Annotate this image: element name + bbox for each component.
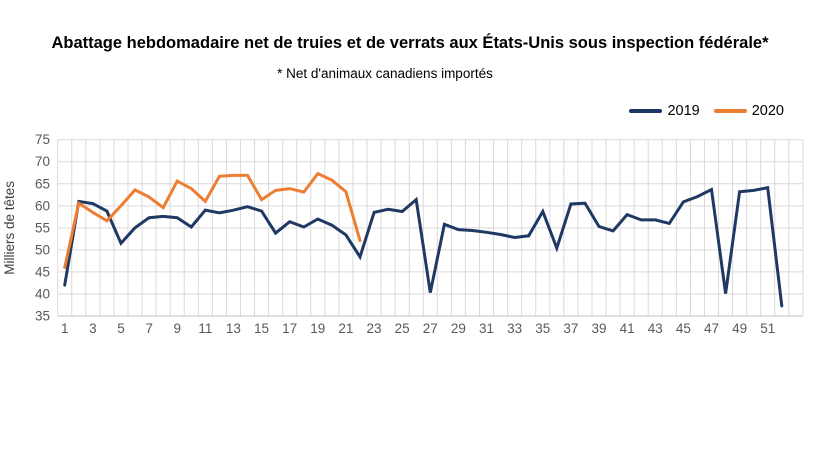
x-tick-label: 31 — [479, 321, 494, 336]
x-tick-label: 3 — [89, 321, 97, 336]
chart-subtitle: * Net d'animaux canadiens importés — [277, 66, 493, 81]
legend-label-2020: 2020 — [751, 103, 784, 119]
x-tick-label: 45 — [676, 321, 691, 336]
x-tick-label: 33 — [507, 321, 522, 336]
x-tick-label: 41 — [620, 321, 635, 336]
x-tick-label: 13 — [226, 321, 241, 336]
legend-line-swatch-2019 — [629, 109, 663, 113]
x-tick-label: 15 — [254, 321, 269, 336]
x-tick-label: 7 — [145, 321, 153, 336]
x-tick-label: 9 — [173, 321, 181, 336]
y-tick-label: 55 — [35, 220, 50, 235]
legend-line-swatch-2020 — [713, 109, 747, 113]
chart-legend: 2019 2020 — [629, 103, 784, 119]
legend-item-2020: 2020 — [713, 103, 784, 119]
x-tick-label: 49 — [732, 321, 747, 336]
x-tick-label: 25 — [395, 321, 410, 336]
x-tick-label: 11 — [198, 321, 212, 336]
x-tick-label: 37 — [563, 321, 578, 336]
x-tick-label: 1 — [61, 321, 69, 336]
y-tick-label: 35 — [35, 309, 50, 324]
x-tick-label: 51 — [760, 321, 775, 336]
x-tick-label: 5 — [117, 321, 125, 336]
y-tick-label: 75 — [35, 132, 50, 147]
y-tick-label: 70 — [35, 154, 50, 169]
y-tick-label: 65 — [35, 176, 50, 191]
x-tick-label: 27 — [423, 321, 438, 336]
x-tick-label: 29 — [451, 321, 466, 336]
x-tick-label: 35 — [535, 321, 550, 336]
series-line-2019 — [63, 185, 784, 308]
x-tick-label: 39 — [591, 321, 606, 336]
legend-label-2019: 2019 — [667, 103, 700, 119]
chart-title: Abattage hebdomadaire net de truies et d… — [51, 34, 769, 52]
x-tick-label: 23 — [367, 321, 382, 336]
y-tick-label: 40 — [35, 286, 50, 301]
series-line-2020 — [63, 171, 362, 269]
x-tick-label: 21 — [338, 321, 353, 336]
x-tick-label: 19 — [310, 321, 325, 336]
y-axis-title: Milliers de têtes — [2, 181, 17, 275]
x-tick-label: 43 — [648, 321, 663, 336]
legend-item-2019: 2019 — [629, 103, 700, 119]
y-tick-label: 45 — [35, 264, 50, 279]
x-tick-label: 17 — [282, 321, 297, 336]
y-tick-label: 50 — [35, 242, 50, 257]
y-tick-label: 60 — [35, 198, 50, 213]
x-tick-label: 47 — [704, 321, 719, 336]
